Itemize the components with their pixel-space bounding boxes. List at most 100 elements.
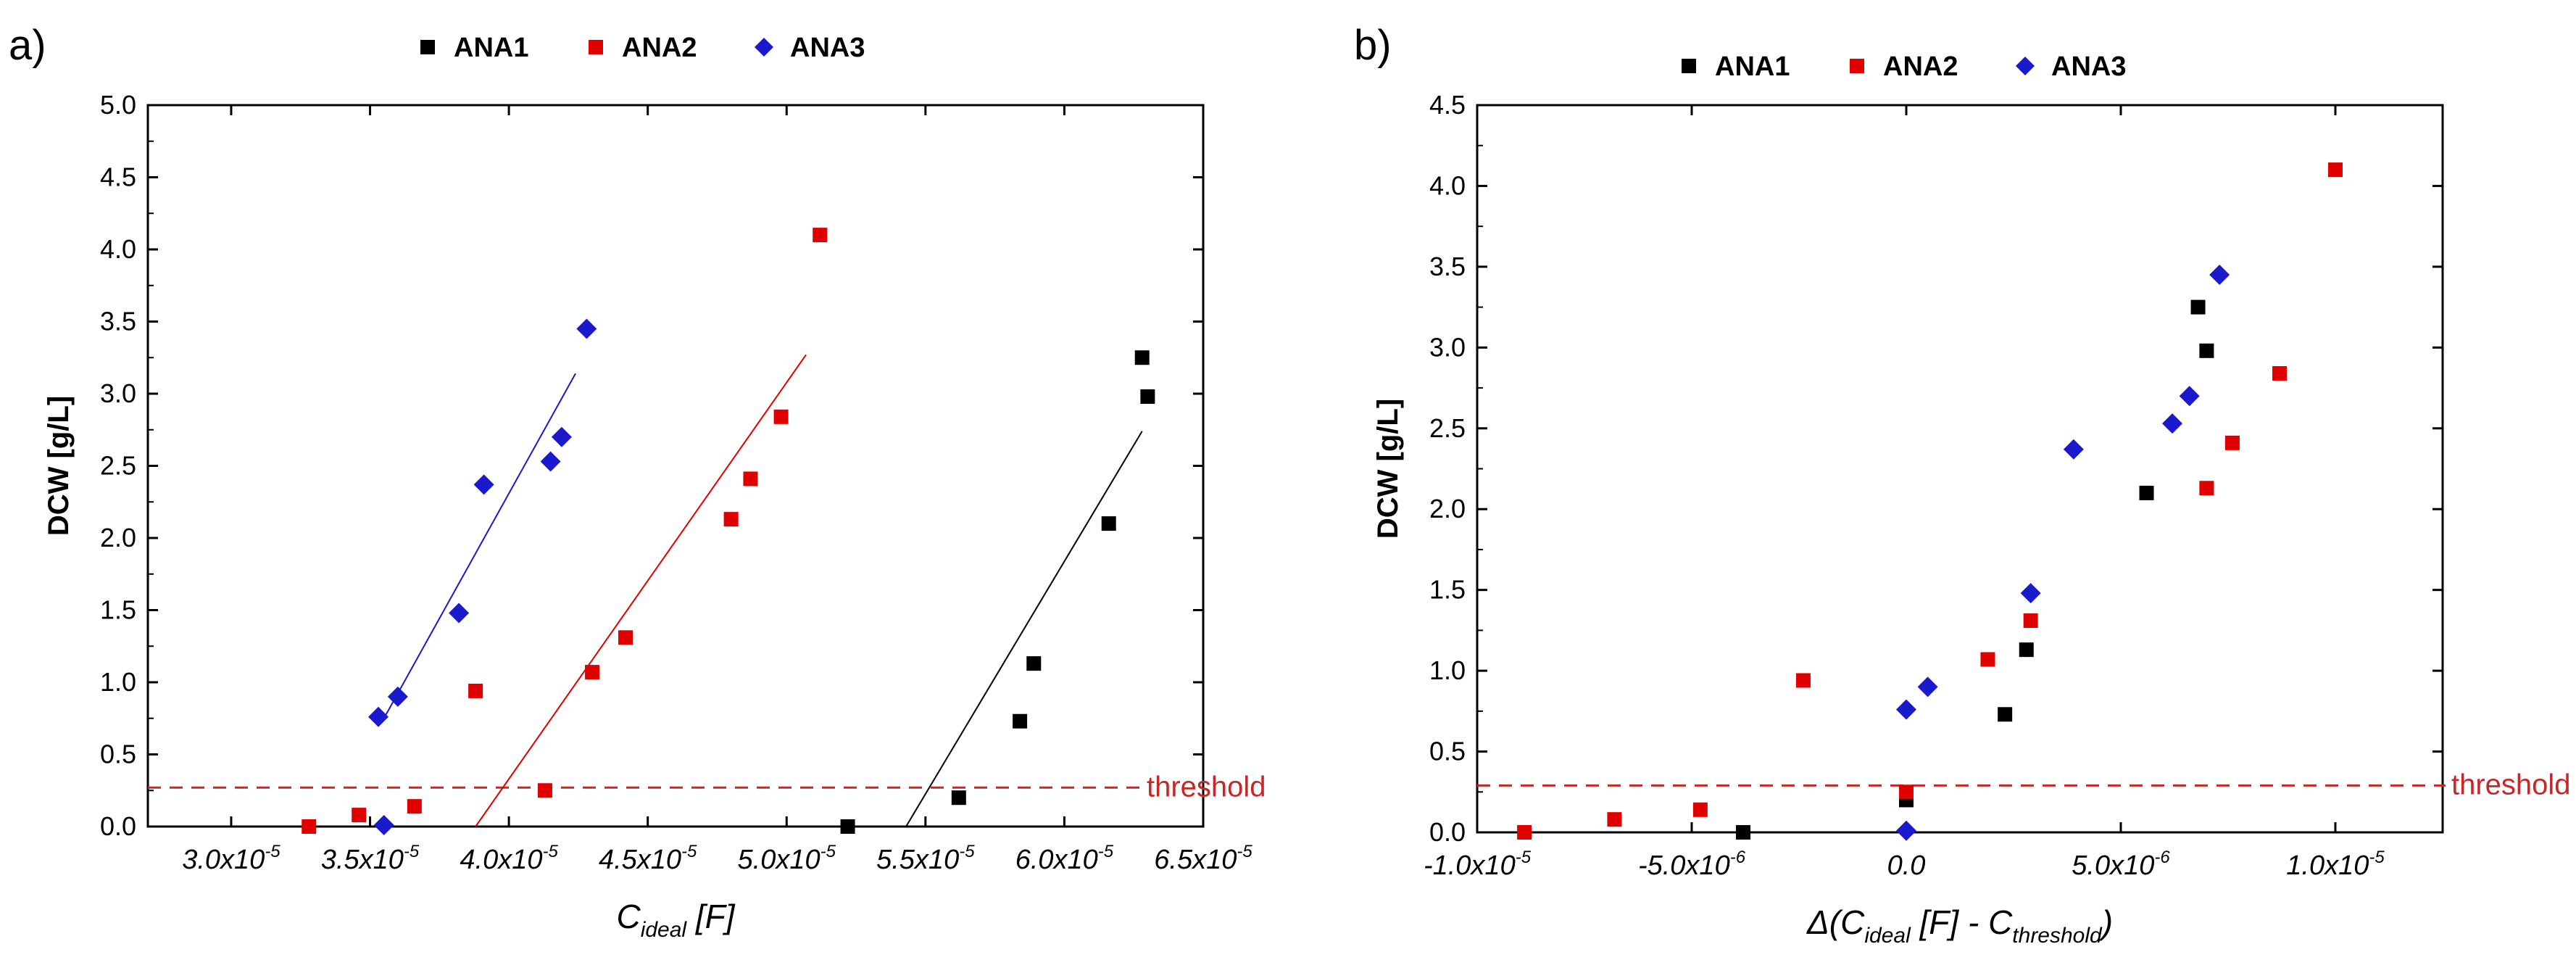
point-ana3 (473, 474, 494, 495)
point-ana1 (840, 819, 855, 834)
x-tick-exponent: -6 (1730, 848, 1746, 867)
legend-marker-ana3 (755, 38, 773, 57)
legend-marker-ana2 (1850, 59, 1864, 73)
legend-label-ana3: ANA3 (2051, 51, 2126, 82)
y-tick-label: 4.5 (100, 162, 136, 192)
x-axis-label-sub: ideal (1864, 924, 1911, 948)
x-axis-label-sub2: threshold (2012, 924, 2103, 948)
point-ana3 (368, 706, 389, 727)
x-axis-label-sub: ideal (641, 918, 688, 942)
point-ana2 (537, 783, 552, 798)
y-tick-label: 3.5 (1429, 252, 1466, 281)
y-tick-label: 4.5 (1429, 90, 1466, 120)
point-ana3 (1917, 676, 1938, 697)
point-ana2 (2224, 435, 2240, 450)
x-tick-mantissa: 0.0 (1887, 850, 1926, 881)
y-tick-label: 2.5 (100, 451, 136, 481)
y-tick-label: 0.5 (100, 740, 136, 769)
point-ana3 (2209, 265, 2230, 286)
legend-label-ana2: ANA2 (1883, 51, 1958, 82)
point-ana2 (1795, 673, 1811, 688)
point-ana2 (723, 512, 739, 527)
x-tick-exponent: -6 (2154, 848, 2170, 867)
point-ana3 (1896, 820, 1916, 841)
point-ana1 (1998, 707, 2013, 722)
legend-label-ana1: ANA1 (454, 33, 528, 63)
legend-marker-ana3 (2016, 57, 2035, 75)
x-tick-mantissa: 1.0x10 (2286, 850, 2369, 881)
panel-a: a) 0.0 0.5 1.0 1.5 2.0 2.5 3.0 3.5 4.0 4.5 5.0 3.0x1… (9, 22, 1266, 942)
point-ana2 (302, 819, 317, 834)
x-tick-mantissa: -5.0x10 (1638, 850, 1730, 881)
point-ana2 (407, 799, 422, 814)
x-tick-label: 3.0x10-5 (182, 842, 281, 875)
point-ana3 (2179, 386, 2200, 407)
x-tick-mantissa: 5.0x10 (738, 845, 820, 875)
point-ana3 (387, 686, 408, 707)
point-ana2 (2199, 481, 2214, 496)
threshold-label: threshold (1147, 771, 1266, 803)
x-axis-label-main: C (1840, 903, 1865, 941)
y-tick-label: 4.0 (1429, 170, 1466, 200)
plot-frame (1476, 104, 2444, 834)
x-tick-exponent: -5 (265, 842, 281, 861)
point-ana1 (2139, 485, 2154, 500)
fit-line-ana2 (475, 354, 807, 827)
x-tick-exponent: -5 (542, 842, 558, 861)
panel-b: b)0.00.51.01.52.02.53.03.54.04.5-1.0x10-… (1354, 22, 2571, 948)
point-ana2 (773, 409, 789, 424)
point-ana2 (468, 683, 483, 698)
threshold-label: threshold (2451, 769, 2571, 800)
y-tick-label: 1.5 (100, 595, 136, 625)
y-tick-label: 2.0 (100, 523, 136, 552)
x-axis-label-prefix: Δ( (1806, 903, 1844, 941)
point-ana1 (1101, 516, 1116, 531)
point-ana3 (449, 603, 470, 624)
y-tick-label: 2.5 (1429, 413, 1466, 443)
point-ana1 (1140, 389, 1155, 404)
point-ana2 (813, 228, 828, 243)
legend-label-ana2: ANA2 (622, 33, 697, 63)
y-tick-label: 1.0 (100, 667, 136, 697)
x-tick-label: 4.5x10-5 (599, 842, 697, 875)
legend-marker-ana2 (589, 40, 603, 54)
x-tick-exponent: -5 (959, 842, 975, 861)
plot-frame (146, 104, 1205, 828)
x-tick-label: 3.5x10-5 (321, 842, 420, 875)
y-tick-label: 2.0 (1429, 494, 1466, 523)
legend-marker-ana1 (420, 40, 435, 54)
point-ana1 (2019, 642, 2034, 658)
y-tick-label: 4.0 (100, 234, 136, 264)
x-axis-label-mid: [F] - C (1911, 903, 2013, 941)
x-tick-label: -1.0x10-5 (1424, 848, 1532, 881)
point-ana3 (2162, 413, 2183, 434)
x-tick-label: 4.0x10-5 (460, 842, 558, 875)
legend-label-ana1: ANA1 (1715, 51, 1790, 82)
point-ana1 (1134, 350, 1150, 365)
y-tick-label: 0.0 (1429, 817, 1466, 847)
point-ana3 (576, 318, 597, 339)
x-tick-mantissa: -1.0x10 (1424, 850, 1516, 881)
y-tick-label: 0.0 (100, 811, 136, 841)
y-axis-label: DCW [g/L] (43, 396, 75, 536)
point-ana2 (1899, 784, 1914, 800)
point-ana1 (1736, 825, 1751, 840)
point-ana1 (2190, 299, 2206, 315)
x-tick-label: 0.0 (1887, 850, 1926, 881)
x-tick-mantissa: 3.5x10 (321, 845, 404, 875)
point-ana2 (2328, 162, 2343, 178)
point-ana2 (585, 665, 600, 680)
point-ana1 (1013, 713, 1028, 729)
point-ana3 (551, 426, 572, 447)
x-tick-mantissa: 6.5x10 (1154, 845, 1237, 875)
y-tick-label: 1.0 (1429, 655, 1466, 685)
legend-marker-ana1 (1682, 59, 1696, 73)
x-tick-label: -5.0x10-6 (1638, 848, 1746, 881)
point-ana1 (1026, 656, 1042, 671)
x-tick-mantissa: 3.0x10 (182, 845, 265, 875)
point-ana1 (951, 790, 966, 806)
x-tick-exponent: -5 (681, 842, 697, 861)
point-ana2 (618, 630, 633, 645)
x-axis-label-main: C (616, 898, 641, 935)
